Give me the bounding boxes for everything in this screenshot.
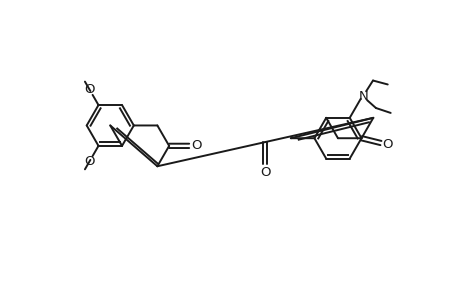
- Text: O: O: [259, 166, 270, 179]
- Text: N: N: [358, 90, 367, 103]
- Text: O: O: [190, 140, 201, 152]
- Text: O: O: [381, 138, 392, 151]
- Text: O: O: [84, 83, 95, 96]
- Text: O: O: [84, 155, 95, 168]
